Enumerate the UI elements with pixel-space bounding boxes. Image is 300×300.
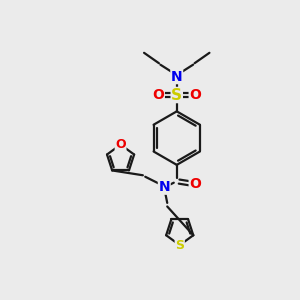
Text: O: O	[115, 138, 126, 151]
Text: S: S	[175, 238, 184, 252]
Text: N: N	[158, 180, 170, 194]
Text: S: S	[171, 88, 182, 103]
Text: O: O	[189, 177, 201, 191]
Text: O: O	[152, 88, 164, 102]
Text: O: O	[189, 88, 201, 102]
Text: N: N	[171, 70, 183, 84]
